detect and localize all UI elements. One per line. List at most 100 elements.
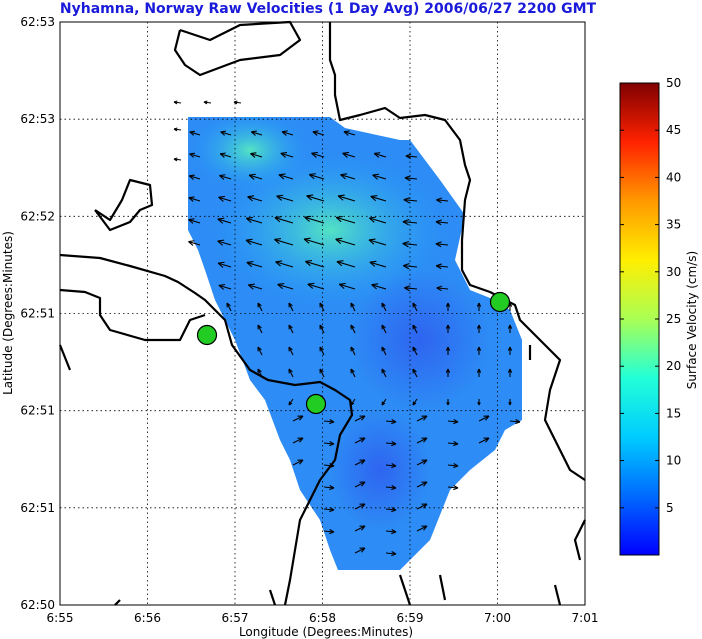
velocity-arrow <box>446 399 450 406</box>
velocity-arrow <box>476 368 482 377</box>
velocity-arrow <box>445 324 451 333</box>
velocity-arrow <box>307 282 325 290</box>
velocity-arrow <box>217 261 232 268</box>
coastline-segment <box>58 344 72 371</box>
velocity-arrow <box>245 238 263 246</box>
y-axis-label: Latitude (Degrees:Minutes) <box>1 231 15 395</box>
velocity-field <box>188 117 522 570</box>
velocity-arrow <box>288 302 294 312</box>
velocity-arrow <box>319 346 325 356</box>
velocity-arrow <box>173 127 182 132</box>
velocity-arrow <box>447 463 459 469</box>
velocity-arrow <box>381 346 387 356</box>
x-tick-label: 6:59 <box>397 611 424 625</box>
plot-area <box>58 20 586 606</box>
velocity-arrow <box>371 283 387 290</box>
velocity-arrow <box>173 157 182 162</box>
velocity-arrow <box>288 346 294 356</box>
coastline-segment <box>59 253 354 606</box>
y-tick-label: 62:51 <box>20 501 55 515</box>
radar-stations <box>196 291 511 415</box>
velocity-arrow <box>354 415 366 422</box>
velocity-arrow <box>319 324 325 334</box>
x-axis-label: Longitude (Degrees:Minutes) <box>239 625 413 639</box>
velocity-arrow <box>435 263 449 270</box>
velocity-arrow <box>507 346 513 355</box>
velocity-arrow <box>385 419 397 425</box>
velocity-arrow <box>402 218 418 226</box>
velocity-arrow <box>476 302 482 311</box>
velocity-arrow <box>292 459 304 466</box>
colorbar-tick-label: 40 <box>666 170 681 184</box>
velocity-arrow <box>385 485 397 491</box>
velocity-arrow <box>350 398 356 406</box>
velocity-arrow <box>319 368 325 378</box>
velocity-arrow <box>257 324 263 334</box>
velocity-arrow <box>319 302 325 312</box>
velocity-arrow <box>188 196 201 202</box>
velocity-arrow <box>247 283 263 290</box>
velocity-arrow <box>381 324 387 334</box>
velocity-arrow <box>311 151 325 158</box>
velocity-arrow <box>257 346 263 356</box>
colorbar-tick-label: 30 <box>666 265 681 279</box>
velocity-arrow <box>478 415 490 422</box>
velocity-arrow <box>403 197 418 204</box>
velocity-arrow <box>445 368 451 377</box>
velocity-arrow <box>368 216 387 224</box>
velocity-arrow <box>385 529 397 535</box>
velocity-arrow <box>203 100 212 105</box>
velocity-arrow <box>248 173 263 180</box>
velocity-arrow <box>323 485 335 491</box>
velocity-arrow <box>288 324 294 334</box>
velocity-arrow <box>335 215 356 224</box>
velocity-arrow <box>412 346 418 356</box>
velocity-arrow <box>280 151 294 158</box>
velocity-arrow <box>274 216 294 224</box>
velocity-arrow <box>276 194 294 202</box>
coastline-segment <box>94 178 154 232</box>
colorbar-tick-label: 45 <box>666 123 681 137</box>
colorbar-gradient <box>619 82 660 556</box>
y-tick-label: 62:53 <box>20 15 55 29</box>
velocity-arrow <box>247 195 263 202</box>
velocity-arrow <box>350 346 356 356</box>
velocity-arrow <box>303 237 325 246</box>
velocity-arrow <box>250 130 263 136</box>
velocity-arrow <box>342 151 356 158</box>
velocity-arrow <box>381 398 387 406</box>
velocity-arrow <box>288 398 294 406</box>
velocity-arrow <box>323 441 335 447</box>
velocity-arrow <box>246 261 263 268</box>
velocity-arrow <box>217 217 232 224</box>
velocity-arrow <box>412 302 418 312</box>
velocity-arrow <box>217 239 232 246</box>
coastline-segment <box>173 20 302 77</box>
velocity-arrow <box>173 100 182 105</box>
velocity-arrow <box>412 324 418 334</box>
coastline-segment <box>59 288 206 342</box>
velocity-arrow <box>354 503 366 510</box>
velocity-arrow <box>416 525 428 532</box>
velocity-arrow <box>402 263 418 270</box>
velocity-arrow <box>350 302 356 312</box>
x-tick-label: 6:57 <box>222 611 249 625</box>
velocity-arrow <box>385 551 397 557</box>
velocity-arrow <box>416 459 428 466</box>
coastline-segment <box>438 574 447 601</box>
velocity-arrow <box>323 507 335 513</box>
y-tick-label: 62:53 <box>20 112 55 126</box>
velocity-arrow <box>416 437 428 444</box>
velocity-arrow <box>250 152 263 158</box>
coastline-segment <box>328 22 586 481</box>
velocity-arrow <box>274 238 294 246</box>
velocity-arrow <box>218 284 232 290</box>
velocity-arrow <box>292 415 304 422</box>
velocity-arrow <box>381 368 387 378</box>
colorbar-tick-label: 10 <box>666 454 681 468</box>
velocity-arrow <box>447 485 459 491</box>
velocity-arrow <box>416 503 428 510</box>
velocity-arrow <box>385 441 397 447</box>
velocity-arrow <box>445 346 451 355</box>
